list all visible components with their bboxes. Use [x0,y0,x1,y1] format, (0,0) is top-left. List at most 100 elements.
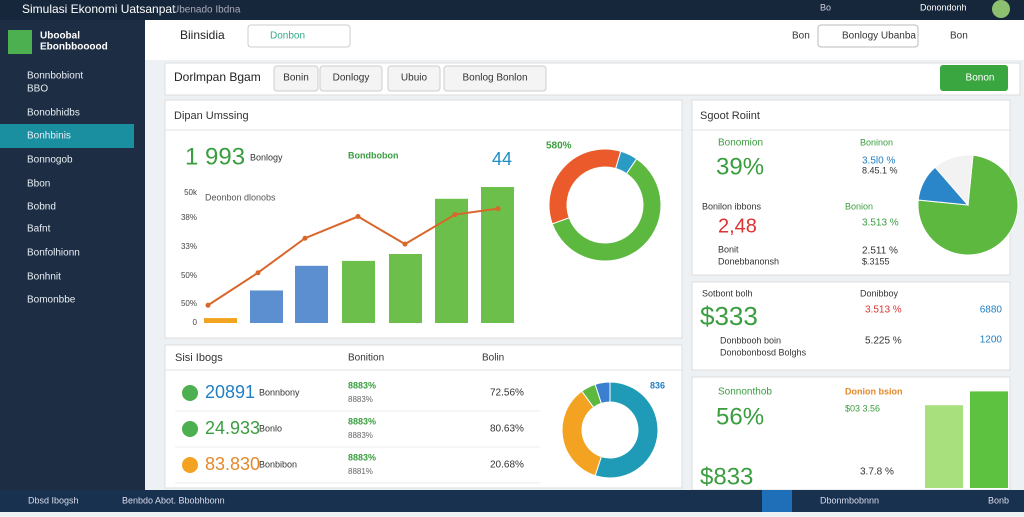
label: 20891 [205,382,255,402]
label: Bolin [482,353,504,364]
label: Bonnbony [259,387,300,397]
label: Dbonmbobnnn [820,495,879,505]
label: Bonhbinis [27,131,71,142]
label: 8881% [348,467,373,476]
label: Sonnonthob [718,387,772,398]
segment [594,381,611,404]
line-point [452,212,458,218]
tab[interactable] [319,65,383,92]
search-box[interactable] [247,24,351,48]
footer-tab [762,490,792,512]
row-icon [182,457,198,473]
label: 83.830 [205,454,260,474]
line-point [205,302,211,308]
label: Dbsd Ibogsh [28,495,79,505]
label: Bonion [845,201,873,211]
label: $833 [700,463,753,490]
label: Bonit [718,244,739,254]
header-button[interactable] [817,24,919,48]
label: 8.45.1 % [862,165,898,175]
label: Bonlog Bonlon [462,73,527,84]
label: Ebonbbooood [40,42,108,53]
label: Ubenado Ibdna [172,5,241,16]
label: 33% [181,242,197,251]
label: Bon [950,31,968,42]
label: 8883% [348,416,376,426]
label: Bonon [966,73,995,84]
label: Bonb [988,495,1009,505]
label: Bonlogy [250,152,283,162]
label: Bonfolhionn [27,248,80,259]
tab[interactable] [443,65,547,92]
label: 39% [716,153,764,180]
label: Donondonh [920,2,967,12]
sidebar-active [0,124,134,148]
bar [250,290,283,323]
label: 2,48 [718,215,757,237]
label: $.3155 [862,256,890,266]
label: 56% [716,403,764,430]
label: 80.63% [490,424,524,435]
label: Bon [792,31,810,42]
label: Deonbon dlonobs [205,192,276,202]
bar [295,265,328,323]
label: 3.7.8 % [860,467,894,478]
label: 0 [193,318,198,327]
segment [615,150,638,175]
label: Sotbont bolh [702,288,753,298]
label: Biinsidia [180,28,225,42]
label: 6880 [980,305,1003,316]
label: Bbon [27,179,50,190]
label: Bobnd [27,202,56,213]
label: Donebbanonsh [718,256,779,266]
label: 2.511 % [862,246,898,257]
label: 580% [546,141,572,152]
label: Bondbobon [348,150,398,160]
label: Donibboy [860,288,899,298]
logo [8,30,32,54]
bar [435,198,468,323]
bar [342,260,375,323]
label: 38% [181,213,197,222]
bar [970,391,1008,488]
avatar[interactable] [992,0,1010,18]
label: Boninon [860,137,893,147]
panel [164,99,683,339]
row-icon [182,421,198,437]
segment [594,381,659,479]
segment [561,390,602,477]
label: Bonilon ibbons [702,201,762,211]
label: Bonhnit [27,272,61,283]
label: 8883% [348,452,376,462]
label: 8883% [348,431,373,440]
label: 50% [181,299,197,308]
label: Bonbibon [259,459,297,469]
label: 3.513 % [865,305,902,316]
line-point [302,235,308,241]
action-button[interactable] [940,65,1008,91]
label: 3.513 % [862,218,899,229]
label: 8883% [348,380,376,390]
label: 836 [650,380,665,390]
label: Bonlogy Ubanba [842,31,916,42]
label: Bo [820,2,831,12]
bar [925,405,963,488]
label: Sisi Ibogs [175,352,223,364]
label: Donbbooh boin [720,335,781,345]
label: 20.68% [490,460,524,471]
tab[interactable] [273,65,319,92]
label: 1 993 [185,143,245,170]
line-point [255,270,261,276]
segment [934,154,974,207]
label: Donion bsion [845,386,903,396]
line-point [402,241,408,247]
label: Simulasi Ekonomi Uatsanpat [22,2,176,16]
label: Bonobhidbs [27,108,80,119]
label: 72.56% [490,388,524,399]
tab[interactable] [387,65,441,92]
label: 50% [181,271,197,280]
bar [204,318,237,323]
label: Bonomion [718,138,763,149]
label: Bonin [283,73,309,84]
